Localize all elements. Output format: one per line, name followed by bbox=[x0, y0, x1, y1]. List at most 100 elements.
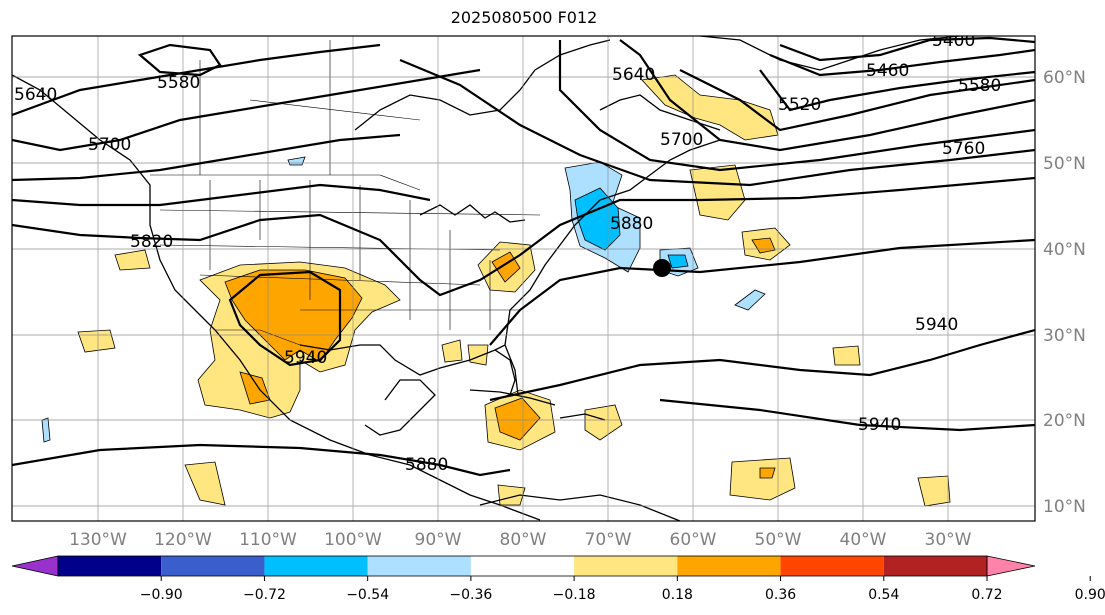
contour-north-4 bbox=[12, 183, 431, 207]
anomaly-pacific-2 bbox=[114, 249, 151, 271]
contour-labels: 5400 5460 5580 5760 5880 5820 5940 5940 … bbox=[14, 31, 1001, 475]
contour-5460 bbox=[769, 48, 1035, 77]
colorbar-segment bbox=[470, 556, 575, 576]
lat-label: 10°N bbox=[1043, 497, 1086, 517]
map-frame bbox=[11, 35, 1036, 522]
gulf-coast bbox=[299, 344, 516, 396]
contour-north-3 bbox=[12, 133, 401, 182]
contour-label: 5640 bbox=[612, 65, 655, 85]
contour-5820 bbox=[12, 176, 1035, 297]
contour-label: 5700 bbox=[88, 135, 131, 155]
lon-label: 110°W bbox=[239, 530, 297, 550]
anomaly-mid-atlantic bbox=[729, 457, 796, 501]
contour-label: 5820 bbox=[130, 232, 173, 252]
lon-label: 70°W bbox=[585, 530, 632, 550]
shaded-anomalies bbox=[41, 74, 951, 507]
contour-label: 5880 bbox=[610, 214, 653, 234]
lat-label: 20°N bbox=[1043, 411, 1086, 431]
anomaly-pacific-mex bbox=[184, 461, 226, 506]
great-lakes bbox=[419, 204, 526, 223]
contour-5580 bbox=[679, 69, 1035, 132]
colorbar-tick-label: 0.36 bbox=[765, 587, 796, 603]
colorbar-tick-label: 0.90 bbox=[1075, 587, 1105, 603]
lon-label: 90°W bbox=[415, 530, 462, 550]
contour-label: 5940 bbox=[284, 348, 327, 368]
colorbar-tick-label: −0.90 bbox=[140, 587, 183, 603]
yucatan bbox=[364, 379, 436, 436]
florida bbox=[494, 344, 519, 396]
contour-5940-atl bbox=[489, 328, 1035, 402]
contour-label: 5760 bbox=[942, 139, 985, 159]
colorbar-arrow-high bbox=[986, 555, 1036, 577]
colorbar-segment bbox=[677, 556, 781, 576]
anomaly-east-atlantic bbox=[917, 475, 951, 507]
latitude-labels: 60°N 50°N 40°N 30°N 20°N 10°N bbox=[1043, 68, 1086, 517]
colorbar-tick-label: −0.54 bbox=[346, 587, 389, 603]
contour-5940-mex bbox=[228, 270, 342, 367]
anomaly-sa bbox=[497, 484, 526, 506]
colorbar-segment bbox=[883, 556, 987, 576]
colorbar-arrow-low bbox=[11, 555, 59, 577]
greenland bbox=[699, 36, 961, 71]
contour-label: 5700 bbox=[660, 130, 703, 150]
contour-5700 bbox=[558, 40, 1035, 172]
colorbar-frame bbox=[57, 555, 988, 577]
anomaly-caribbean-orange bbox=[494, 397, 541, 441]
colorbar-segment bbox=[264, 556, 368, 576]
lat-label: 40°N bbox=[1043, 240, 1086, 260]
contour-5760 bbox=[399, 58, 1035, 187]
contour-5640 bbox=[619, 39, 1035, 152]
colorbar-segment bbox=[780, 556, 884, 576]
height-contours bbox=[12, 36, 1035, 477]
anomaly-mid-atlantic-orange bbox=[759, 467, 776, 479]
contour-label: 5400 bbox=[932, 31, 975, 51]
contour-label: 5520 bbox=[778, 95, 821, 115]
anomaly-gulf bbox=[441, 339, 463, 363]
anomaly-newfoundland-light bbox=[689, 164, 746, 221]
colorbar-segment bbox=[58, 556, 162, 576]
colorbar-segment bbox=[367, 556, 471, 576]
colorbar-tick-label: −0.18 bbox=[553, 587, 596, 603]
lon-label: 60°W bbox=[670, 530, 717, 550]
anomaly-neg-small-1 bbox=[734, 289, 766, 311]
colorbar-tick-label: 0.54 bbox=[868, 587, 899, 603]
colorbar-tick-label: 0.18 bbox=[662, 587, 693, 603]
storm-center-marker bbox=[653, 259, 671, 277]
map-area: 5400 5460 5580 5760 5880 5820 5940 5940 … bbox=[12, 31, 1035, 521]
contour-label: 5580 bbox=[157, 73, 200, 93]
lon-label: 120°W bbox=[154, 530, 212, 550]
anomaly-neg-small-3 bbox=[41, 417, 51, 443]
contour-north-1 bbox=[12, 43, 381, 117]
anomaly-central-atlantic bbox=[832, 345, 861, 366]
contour-label: 5880 bbox=[405, 455, 448, 475]
hudson-bay bbox=[354, 39, 611, 131]
contour-label: 5460 bbox=[866, 61, 909, 81]
map-title: 2025080500 F012 bbox=[450, 8, 598, 27]
colorbar-segment bbox=[161, 556, 265, 576]
hispaniola bbox=[559, 413, 606, 421]
south-america bbox=[479, 494, 681, 521]
lon-label: 30°W bbox=[925, 530, 972, 550]
lon-label: 40°W bbox=[840, 530, 887, 550]
anomaly-puertorico-light bbox=[584, 404, 623, 441]
contour-north-2 bbox=[12, 68, 481, 152]
colorbar-tick-label: −0.72 bbox=[243, 587, 286, 603]
anomaly-gulf-2 bbox=[467, 344, 489, 366]
anomaly-pacific-1 bbox=[77, 329, 116, 353]
contour-label: 5940 bbox=[915, 315, 958, 335]
contour-5520 bbox=[759, 69, 1035, 112]
contour-label: 5640 bbox=[14, 85, 57, 105]
contour-label: 5580 bbox=[958, 76, 1001, 96]
lat-label: 50°N bbox=[1043, 154, 1086, 174]
contour-label: 5940 bbox=[858, 415, 901, 435]
contour-5880 bbox=[12, 443, 511, 477]
contour-5940-s bbox=[659, 398, 1035, 432]
lon-label: 80°W bbox=[500, 530, 547, 550]
colorbar-tick-label: 0.72 bbox=[971, 587, 1002, 603]
lon-label: 100°W bbox=[324, 530, 382, 550]
lon-label: 50°W bbox=[755, 530, 802, 550]
lat-label: 60°N bbox=[1043, 68, 1086, 88]
colorbar: −0.90 −0.72 −0.54 −0.36 −0.18 0.18 0.36 0.54 0.7… bbox=[11, 555, 1105, 603]
colorbar-segment bbox=[574, 556, 678, 576]
